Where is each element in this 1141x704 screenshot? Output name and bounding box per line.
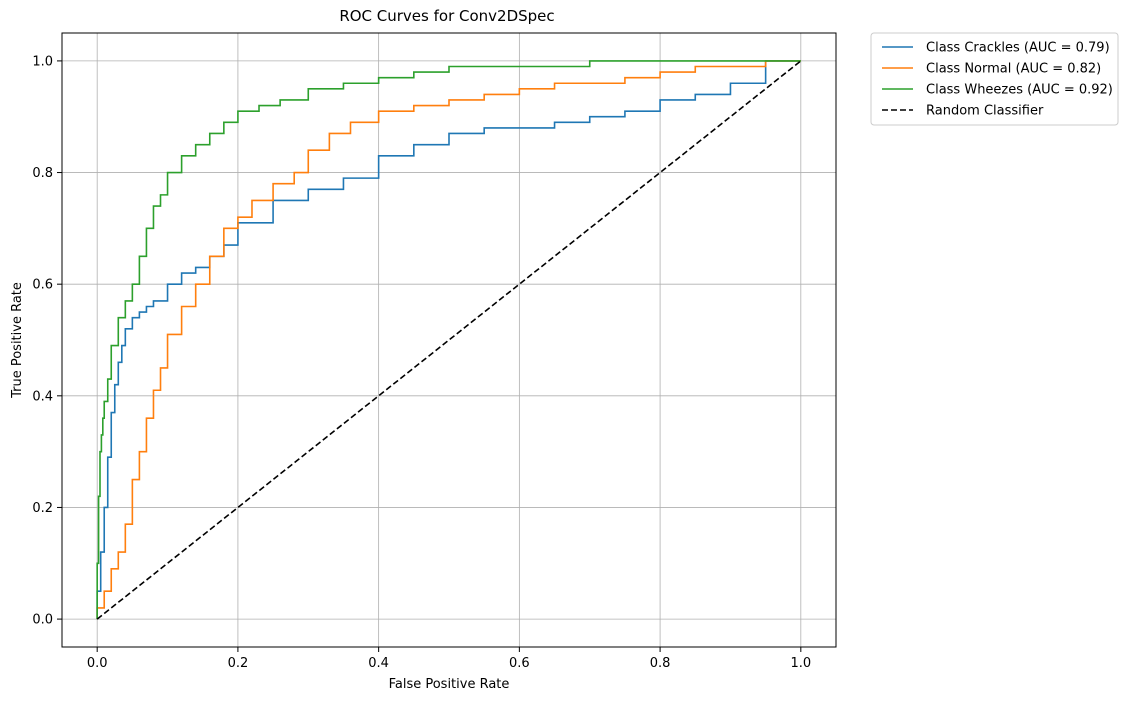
y-tick-label: 0.4	[32, 389, 53, 404]
legend-label-class-wheezes: Class Wheezes (AUC = 0.92)	[926, 83, 1113, 98]
legend-box	[870, 32, 1119, 126]
series-line-random-classifier	[96, 60, 802, 620]
grid-lines	[62, 33, 836, 647]
x-tick-label: 0.0	[87, 656, 108, 671]
legend: Class Crackles (AUC = 0.79) Class Normal …	[870, 32, 1119, 126]
y-axis-label: True Positive Rate	[10, 282, 25, 399]
legend-label-random-classifier: Random Classifier	[926, 104, 1044, 119]
tick-group: 0.0 0.2 0.4 0.6 0.8 1.0 0.0 0.2 0.4 0.6 0.8 1.0	[32, 54, 811, 671]
series-line-class-normal	[96, 60, 801, 620]
chart-title: ROC Curves for Conv2DSpec	[339, 7, 554, 25]
x-tick-label: 0.8	[650, 656, 671, 671]
x-axis-label: False Positive Rate	[389, 677, 510, 692]
y-tick-label: 0.0	[32, 613, 53, 628]
series-group	[96, 60, 802, 620]
legend-label-class-normal: Class Normal (AUC = 0.82)	[926, 62, 1101, 77]
x-tick-label: 0.2	[228, 656, 249, 671]
y-tick-label: 0.2	[32, 501, 53, 516]
series-line-class-wheezes	[96, 60, 801, 620]
legend-label-class-crackles: Class Crackles (AUC = 0.79)	[926, 41, 1110, 56]
x-tick-label: 0.4	[368, 656, 389, 671]
y-tick-label: 1.0	[32, 54, 53, 69]
x-tick-label: 0.6	[509, 656, 530, 671]
y-tick-label: 0.6	[32, 278, 53, 293]
y-tick-label: 0.8	[32, 166, 53, 181]
x-tick-label: 1.0	[790, 656, 811, 671]
plot-area-frame	[61, 32, 837, 648]
